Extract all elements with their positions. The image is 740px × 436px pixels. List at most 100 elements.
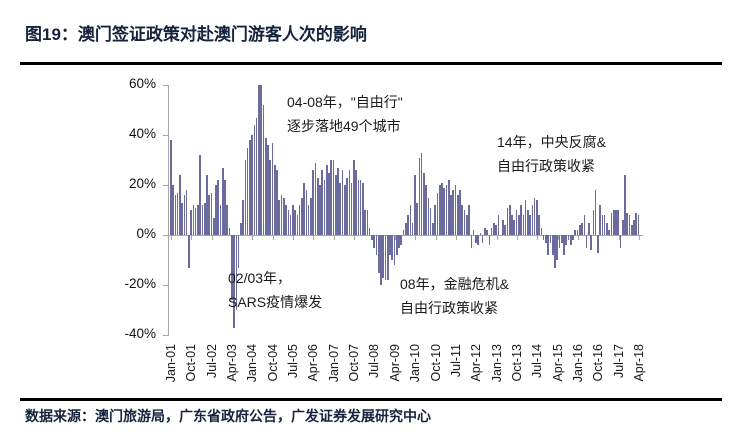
y-axis-tick [163, 135, 168, 136]
bar [416, 202, 418, 235]
bar [330, 160, 333, 235]
bar [588, 222, 590, 235]
x-axis-tick [293, 236, 295, 240]
bar [407, 215, 409, 235]
bar [212, 217, 215, 235]
bar [551, 235, 554, 255]
bar [217, 180, 220, 235]
bar [533, 197, 536, 235]
y-axis-tick [163, 285, 168, 286]
bar [188, 235, 190, 268]
x-axis-tick [211, 236, 213, 240]
bar [197, 205, 199, 235]
bar [316, 177, 319, 235]
bar [511, 215, 513, 235]
x-axis-tick [598, 236, 600, 240]
zero-axis-line [168, 235, 643, 236]
bar [380, 235, 382, 285]
bar [267, 145, 269, 235]
x-axis-tick [354, 236, 356, 240]
bar [608, 230, 610, 235]
x-axis-tick [537, 236, 539, 240]
bar [260, 85, 262, 235]
y-axis-label: -20% [124, 276, 156, 291]
bar [208, 195, 211, 235]
x-axis-tick [496, 236, 498, 240]
bar [346, 177, 348, 235]
bar [612, 210, 615, 235]
x-axis-tick [557, 236, 559, 240]
bar [289, 215, 292, 235]
y-axis-tick [163, 235, 168, 236]
bottom-divider [20, 398, 722, 401]
x-axis-label: Oct-16 [591, 344, 606, 382]
bar [432, 222, 434, 235]
bar [172, 185, 174, 235]
bar [368, 227, 371, 235]
bar [481, 235, 484, 243]
x-axis-label: Oct-01 [184, 344, 199, 382]
bar [459, 190, 461, 235]
bar [251, 135, 253, 235]
bar [493, 222, 495, 235]
bar [282, 197, 285, 235]
y-axis-label: 60% [128, 76, 156, 91]
bar [362, 182, 364, 235]
bar [287, 210, 290, 235]
bar [438, 185, 441, 235]
x-axis-tick [638, 236, 640, 240]
bar [179, 175, 181, 235]
bar [249, 140, 251, 235]
bar [389, 235, 391, 255]
bar [436, 192, 439, 235]
bar [357, 180, 360, 235]
bar [181, 202, 183, 235]
bar [226, 205, 229, 235]
bar [192, 205, 195, 235]
x-axis-tick [272, 236, 274, 240]
x-axis-label: Jan-04 [245, 344, 260, 383]
bar [332, 160, 335, 235]
bar [456, 195, 459, 235]
bar [610, 212, 613, 235]
bar [264, 137, 267, 235]
bar [305, 190, 308, 235]
x-axis-label: Jan-07 [326, 344, 341, 383]
bar [567, 235, 570, 240]
bar [524, 200, 527, 235]
bar [470, 235, 473, 248]
x-axis-tick [577, 236, 579, 240]
bar [592, 210, 595, 235]
bar [273, 165, 276, 235]
bar [414, 175, 416, 235]
bar [477, 235, 479, 245]
x-axis-label: Oct-13 [509, 344, 524, 382]
bar [377, 235, 380, 273]
bar [341, 170, 344, 235]
bar [334, 175, 337, 235]
bar [590, 235, 592, 250]
bar [621, 220, 624, 235]
x-axis-label: Jul-02 [204, 344, 219, 379]
bar [484, 227, 486, 235]
bar [517, 215, 520, 235]
x-axis-label: Oct-04 [265, 344, 280, 382]
bar [601, 215, 604, 235]
y-axis-tick [163, 335, 168, 336]
bar [637, 215, 640, 235]
bar [506, 207, 509, 235]
bar [443, 187, 446, 235]
bar [246, 147, 249, 235]
bar [542, 235, 545, 240]
bar [619, 235, 622, 248]
x-axis-label: Apr-03 [225, 344, 240, 382]
x-axis-label: Apr-12 [469, 344, 484, 382]
x-axis-tick [313, 236, 315, 240]
x-axis-tick [455, 236, 457, 240]
x-axis-tick [435, 236, 437, 240]
data-source: 数据来源：澳门旅游局，广东省政府公告，广发证券发展研究中心 [25, 408, 431, 424]
bar [375, 235, 378, 255]
bar [578, 225, 581, 235]
bar [199, 155, 201, 235]
bar [520, 205, 522, 235]
